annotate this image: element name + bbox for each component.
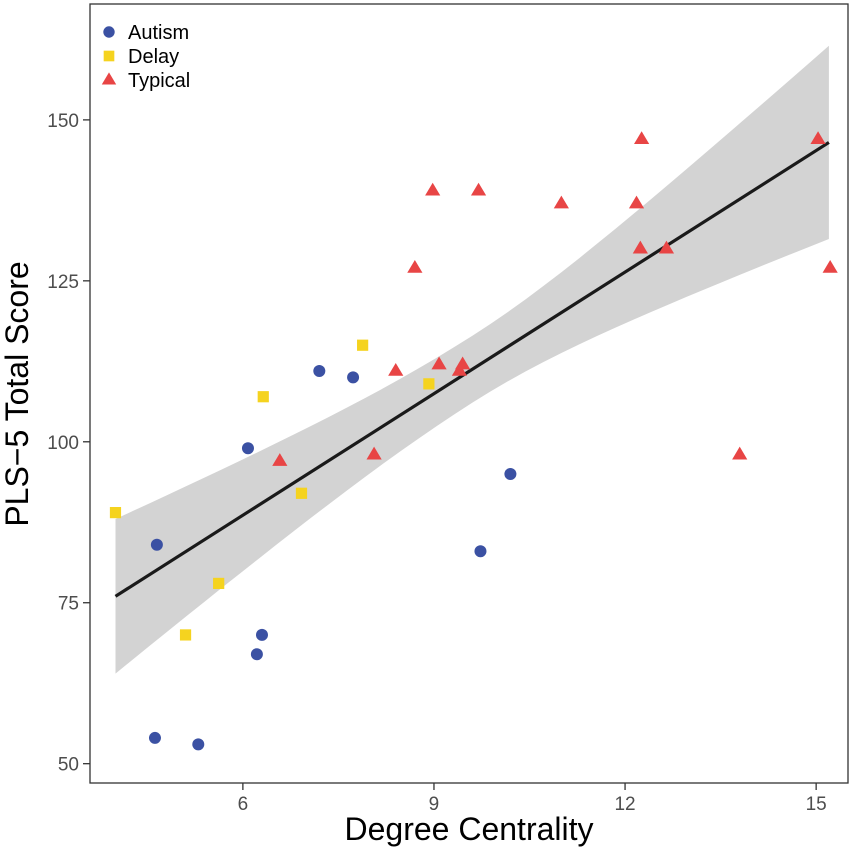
legend-label-delay: Delay bbox=[128, 46, 179, 68]
data-point-delay bbox=[357, 339, 369, 351]
data-point-autism bbox=[241, 442, 254, 455]
x-tick-label: 12 bbox=[614, 794, 635, 815]
data-points bbox=[109, 131, 838, 751]
data-point-delay bbox=[179, 629, 192, 641]
data-point-typical bbox=[451, 362, 468, 376]
data-point-typical bbox=[634, 131, 650, 144]
data-point-typical bbox=[272, 453, 288, 466]
data-point-typical bbox=[553, 195, 569, 209]
y-tick-label: 100 bbox=[47, 433, 79, 454]
x-tick-label: 15 bbox=[806, 794, 827, 815]
data-point-autism bbox=[150, 538, 163, 551]
y-tick-label: 150 bbox=[47, 111, 79, 132]
data-point-typical bbox=[388, 362, 404, 376]
data-point-typical bbox=[822, 259, 838, 273]
y-tick-label: 50 bbox=[58, 755, 79, 776]
data-point-autism bbox=[313, 364, 326, 377]
confidence-band bbox=[115, 45, 829, 674]
data-point-typical bbox=[425, 182, 441, 196]
data-point-autism bbox=[192, 738, 205, 751]
data-point-autism bbox=[255, 628, 268, 641]
data-point-delay bbox=[295, 487, 308, 499]
data-point-typical bbox=[732, 446, 748, 460]
data-point-delay bbox=[257, 391, 269, 403]
data-point-delay bbox=[109, 507, 122, 519]
y-axis: 50 75 100 125 150 bbox=[47, 111, 90, 776]
data-point-autism bbox=[474, 545, 487, 558]
data-point-autism bbox=[347, 371, 360, 384]
regression-line-path bbox=[114, 141, 830, 598]
data-point-autism bbox=[504, 467, 517, 480]
legend-key-autism bbox=[103, 26, 115, 38]
x-tick-label: 9 bbox=[429, 794, 440, 815]
data-point-typical bbox=[628, 195, 645, 209]
data-point-typical bbox=[455, 356, 471, 370]
data-point-typical bbox=[470, 182, 487, 196]
legend-key-typical bbox=[101, 72, 117, 85]
data-point-typical bbox=[431, 356, 447, 370]
legend-label-autism: Autism bbox=[128, 22, 189, 44]
x-axis: 6 9 12 15 bbox=[238, 783, 827, 815]
regression-line bbox=[114, 141, 830, 598]
x-tick-label: 6 bbox=[238, 794, 249, 815]
confidence-band-area bbox=[115, 45, 829, 674]
data-point-typical bbox=[658, 240, 675, 254]
y-tick-label: 125 bbox=[47, 272, 79, 293]
data-point-typical bbox=[632, 240, 648, 254]
data-point-delay bbox=[213, 577, 225, 590]
data-point-autism bbox=[250, 648, 263, 661]
data-point-typical bbox=[407, 259, 423, 273]
data-point-typical bbox=[366, 446, 382, 460]
y-tick-label: 75 bbox=[58, 594, 79, 615]
legend-key-delay bbox=[103, 50, 115, 62]
legend-label-typical: Typical bbox=[128, 70, 190, 92]
x-axis-title: Degree Centrality bbox=[345, 811, 594, 847]
data-point-delay bbox=[423, 378, 435, 390]
y-axis-title: PLS−5 Total Score bbox=[0, 261, 35, 526]
data-point-autism bbox=[148, 731, 161, 744]
data-point-typical bbox=[810, 131, 826, 144]
